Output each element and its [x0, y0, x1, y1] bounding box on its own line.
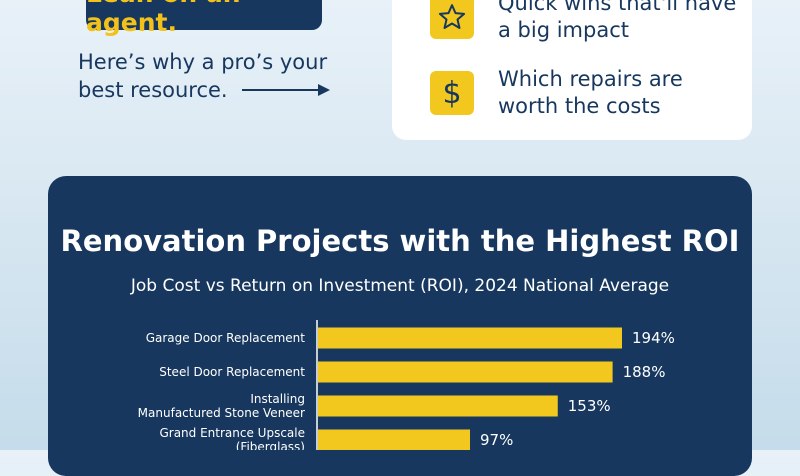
arrow-right-icon: [242, 84, 330, 96]
chart-panel: [48, 176, 752, 476]
benefit-repairs: $ Which repairs are worth the costs: [430, 66, 748, 120]
value-label: 153%: [568, 397, 611, 415]
benefit-quick-wins: Quick wins that'll have a big impact: [430, 0, 748, 44]
value-label: 194%: [632, 329, 675, 347]
benefit-text: Which repairs are worth the costs: [498, 67, 683, 118]
callout-badge: Lean on an agent.: [86, 0, 322, 37]
bar: [318, 395, 558, 417]
value-label: 188%: [623, 363, 666, 381]
category-label: Grand Entrance Upscale (Fiberglass): [159, 426, 305, 450]
callout-text: Lean on an agent.: [86, 0, 241, 37]
value-label: 97%: [480, 431, 513, 449]
bar: [318, 361, 613, 383]
bar-chart: Garage Door Replacement 194% Steel Door Re…: [138, 320, 675, 450]
chart-subtitle: Job Cost vs Return on Investment (ROI), …: [130, 276, 670, 296]
star-icon: [430, 0, 474, 39]
dollar-icon: $: [430, 71, 474, 115]
bar: [318, 429, 470, 450]
category-label: Installing Manufactured Stone Veneer: [138, 392, 305, 420]
benefit-text: Quick wins that'll have a big impact: [498, 0, 737, 42]
intro-text: Here’s why a pro’s your best resource.: [78, 50, 328, 102]
category-label: Steel Door Replacement: [159, 365, 305, 379]
benefits-card: Quick wins that'll have a big impact $ W…: [392, 0, 752, 140]
bar: [318, 327, 622, 349]
category-label: Garage Door Replacement: [146, 331, 306, 345]
chart-title: Renovation Projects with the Highest ROI: [60, 224, 740, 258]
